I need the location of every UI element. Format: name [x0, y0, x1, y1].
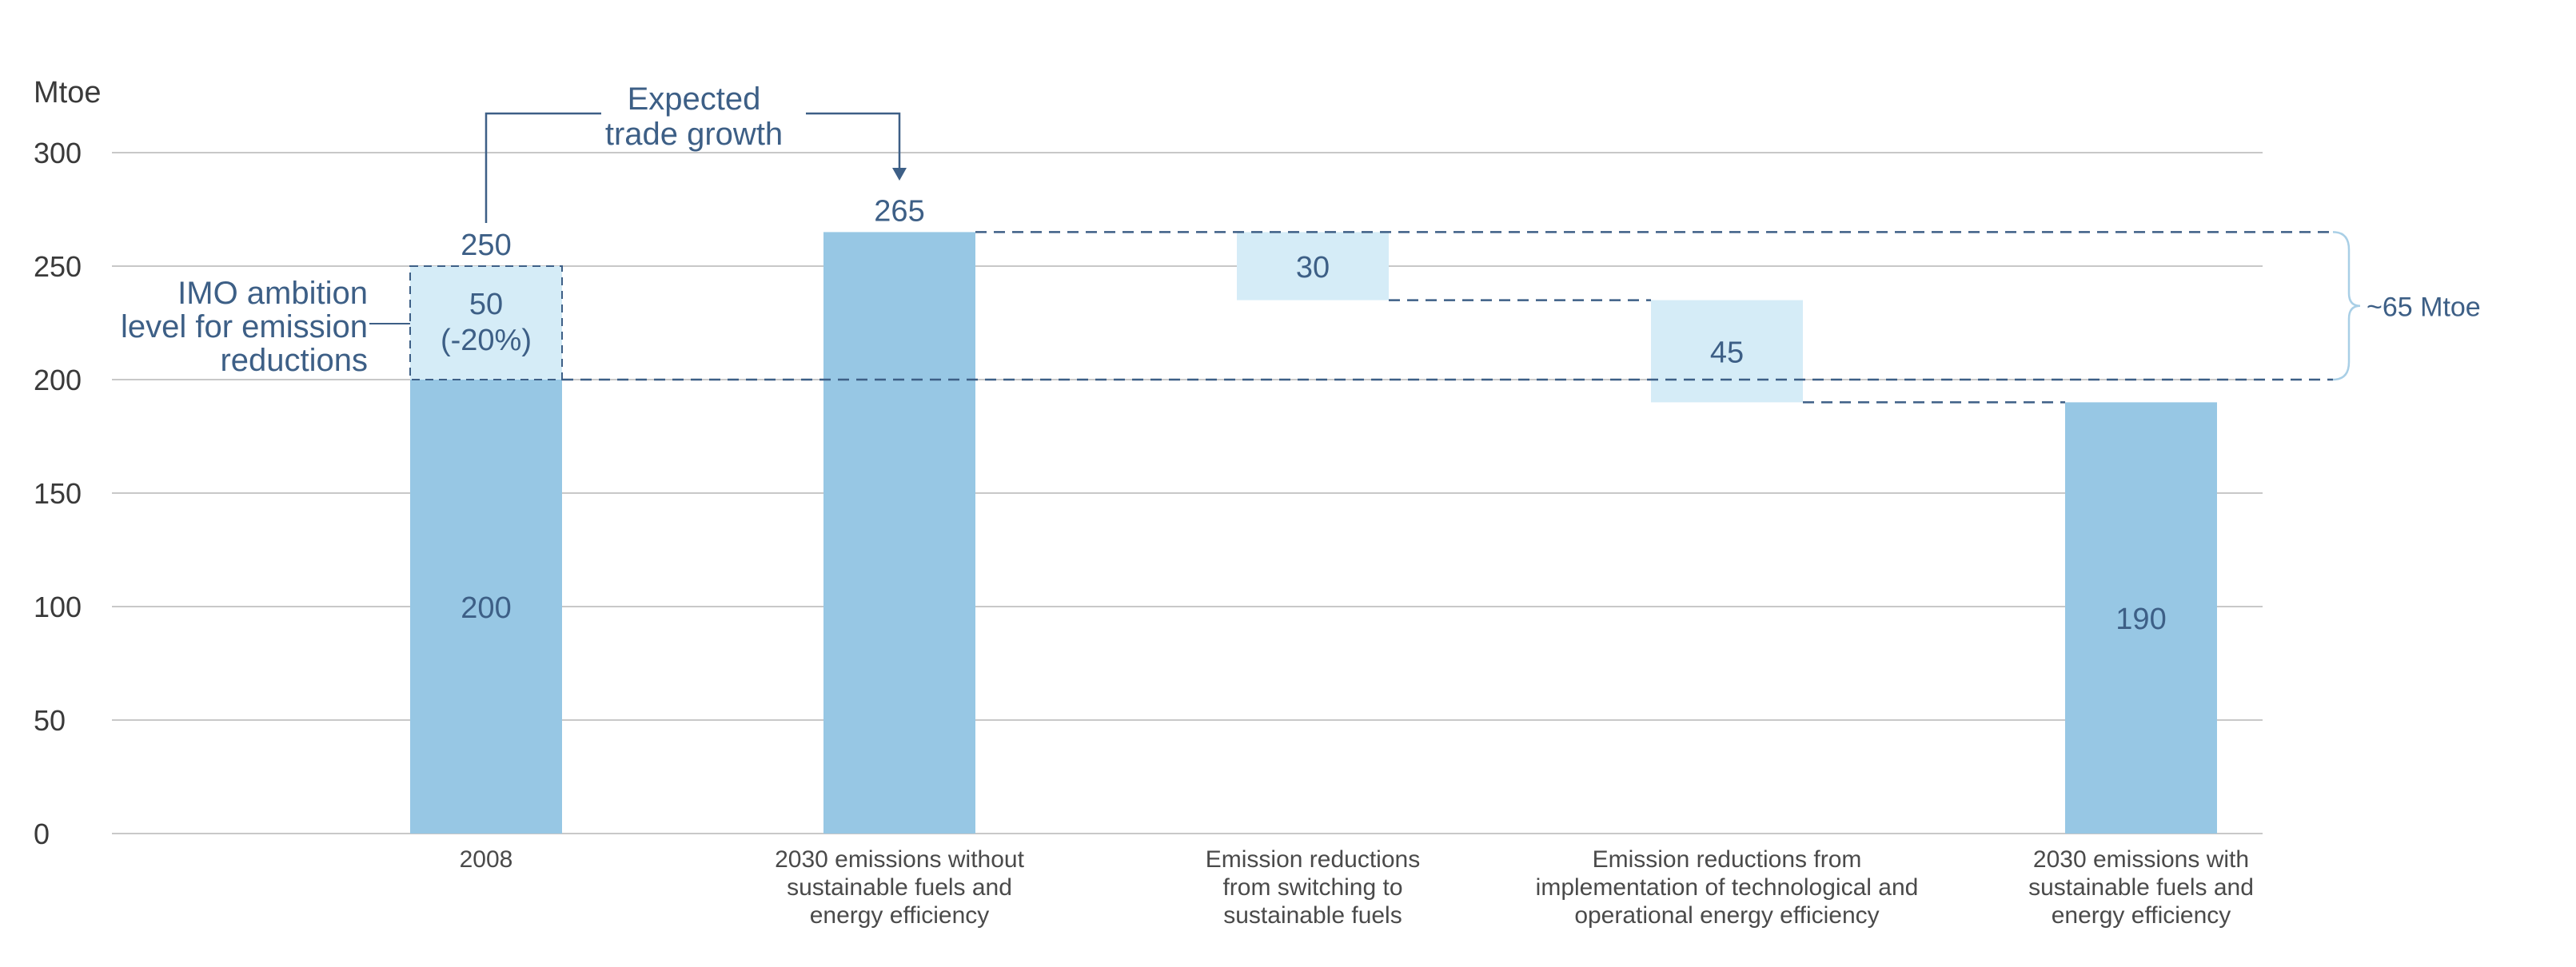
bracket-label: ~65 Mtoe	[2367, 292, 2481, 323]
trade-growth-annotation: Expected trade growth	[605, 82, 783, 152]
annotations: Expected trade growth IMO ambition level fo…	[121, 82, 2481, 381]
y-tick-label: 0	[34, 818, 50, 850]
trade-growth-connector	[806, 112, 901, 173]
value-label: 250	[461, 229, 511, 262]
y-tick-label: 50	[34, 704, 66, 737]
category-label: Emission reductions from implementation o…	[1536, 846, 1919, 929]
y-tick-label: 150	[34, 477, 82, 510]
value-label: 200	[461, 591, 511, 625]
y-tick-label: 100	[34, 591, 82, 623]
value-label: 265	[874, 194, 924, 228]
decrease-bar	[1237, 232, 1389, 300]
category-label: 2008	[460, 846, 513, 873]
trade-growth-connector	[484, 112, 601, 223]
y-tick-label: 250	[34, 250, 82, 283]
category-label: Emission reductions from switching to sust…	[1206, 846, 1420, 929]
dashed-connectors	[562, 231, 2333, 404]
total-bar	[2065, 402, 2217, 834]
category-label: 2030 emissions without sustainable fuels …	[775, 846, 1025, 929]
ambition-segment	[409, 265, 563, 380]
decrease-bar	[1651, 300, 1803, 403]
value-label: 30	[1296, 251, 1330, 285]
total-bar	[823, 232, 975, 834]
arrowhead-icon	[892, 168, 907, 181]
value-label: 45	[1710, 336, 1744, 370]
y-axis-ticks: 0 50 100 150 200 250 300	[34, 137, 82, 850]
total-bar	[410, 380, 562, 834]
ambition-value-label: 50 (-20%)	[441, 288, 532, 357]
y-axis-unit-label: Mtoe	[34, 76, 101, 109]
value-labels: 200 265 30 45 190 250 50 (-20%)	[441, 194, 2167, 636]
category-labels: 2008 2030 emissions without sustainable fu…	[460, 846, 2254, 929]
value-label: 190	[2115, 603, 2166, 636]
category-label: 2030 emissions with sustainable fuels and…	[2028, 846, 2254, 929]
y-tick-label: 300	[34, 137, 82, 169]
curly-bracket	[2332, 231, 2361, 381]
imo-ambition-annotation: IMO ambition level for emission reductions	[121, 276, 368, 378]
y-tick-label: 200	[34, 364, 82, 396]
bars	[409, 232, 2217, 834]
